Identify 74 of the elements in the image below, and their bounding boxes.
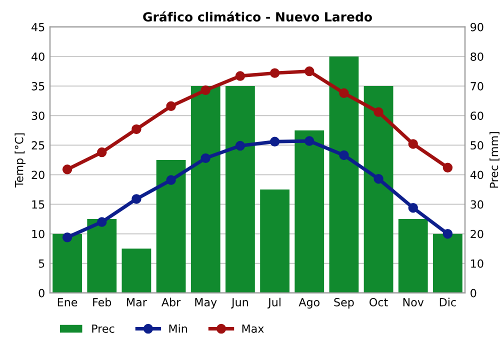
bar [364, 86, 394, 293]
bar [433, 234, 462, 293]
point [62, 164, 72, 174]
x-tick-label: Mar [127, 298, 147, 306]
point [270, 68, 280, 78]
y2-tick-label: 70 [470, 82, 484, 90]
point [97, 147, 107, 158]
y-tick-label: 0 [38, 288, 44, 298]
x-tick-label: Ago [298, 298, 320, 309]
point [235, 71, 246, 81]
y-tick-label: 25 [32, 141, 44, 150]
point [408, 202, 418, 213]
point [442, 228, 453, 239]
legend-label: Max [242, 324, 264, 333]
legend-label: Min [169, 324, 187, 333]
y-axis-title: Temp [°C] [14, 133, 26, 188]
bar [87, 219, 117, 293]
bar [294, 130, 324, 293]
point [374, 174, 384, 184]
point [304, 136, 314, 146]
x-tick-label: Feb [93, 298, 112, 306]
bar [190, 86, 220, 293]
x-tick-label: Dic [440, 298, 456, 306]
point [62, 232, 72, 242]
x-tick-label: Jun [230, 298, 248, 308]
x-tick-label: Sep [334, 298, 354, 309]
point [304, 66, 314, 76]
bar [260, 190, 290, 293]
y2-tick-label: 60 [470, 112, 484, 120]
bar [156, 160, 186, 293]
y-tick-label: 40 [32, 52, 44, 61]
x-tick-label: Jul [268, 298, 280, 308]
point [166, 175, 176, 185]
y2-tick-label: 80 [470, 52, 484, 61]
point [132, 194, 142, 204]
bar [398, 219, 428, 293]
y2-tick-label: 20 [470, 230, 484, 238]
x-tick-label: Abr [162, 298, 181, 306]
y2-tick-label: 40 [470, 170, 484, 180]
y2-axis-title: Prec [mm] [490, 132, 500, 188]
y-tick-label: 20 [32, 170, 44, 180]
y2-tick-label: 30 [470, 200, 484, 209]
y2-tick-label: 0 [470, 288, 476, 298]
legend-label: Prec [92, 324, 114, 333]
bar [226, 86, 255, 293]
y2-tick-label: 50 [470, 141, 484, 150]
point [442, 162, 453, 172]
point [374, 107, 384, 117]
chart-title: Gráfico climático - Nuevo Laredo [143, 11, 372, 22]
point [200, 85, 210, 96]
y-tick-label: 5 [38, 260, 44, 268]
point [166, 101, 176, 112]
x-tick-label: Ene [58, 298, 78, 306]
y-tick-label: 10 [32, 230, 44, 238]
point [339, 150, 349, 160]
x-tick-label: Nov [403, 298, 424, 306]
y-tick-label: 15 [32, 200, 44, 209]
bar [329, 56, 359, 293]
y-tick-label: 35 [32, 82, 44, 90]
point [132, 124, 142, 134]
y-tick-label: 30 [32, 112, 44, 120]
bar [122, 248, 152, 293]
x-tick-label: Oct [370, 298, 388, 306]
y2-tick-label: 10 [471, 259, 484, 268]
point [235, 140, 246, 151]
point [408, 139, 418, 149]
point [339, 88, 349, 98]
y-tick-label: 45 [32, 23, 44, 32]
point [270, 136, 280, 146]
point [97, 217, 107, 227]
bar [52, 234, 82, 293]
x-tick-label: May [195, 298, 217, 309]
y2-tick-label: 90 [470, 22, 484, 32]
point [200, 153, 210, 164]
